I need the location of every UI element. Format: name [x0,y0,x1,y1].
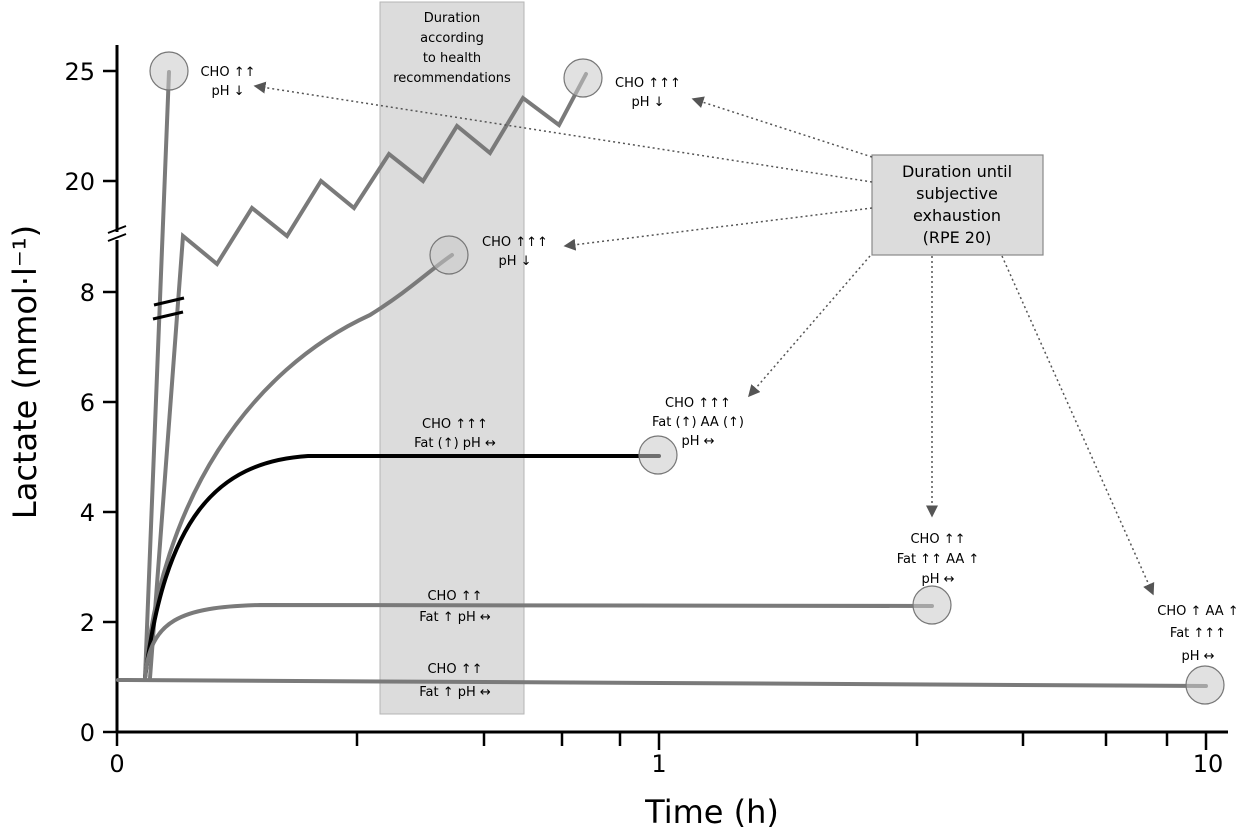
series-line-1 [116,678,1208,688]
annotations: CHO ↑↑ pH ↓ CHO ↑↑↑ pH ↓ CHO ↑↑↑ pH ↓ CH… [200,65,1238,700]
recommendation-region: Duration according to health recommendat… [379,1,525,715]
y-tick-label-25: 25 [64,58,95,86]
x-axis-label: Time (h) [644,793,779,831]
shade-label-line-4: recommendations [393,71,511,86]
y-axis-break-mark-1 [107,225,127,234]
y-tick-labels: 0 2 4 6 8 20 25 [64,58,95,747]
arrow-to-8 [563,207,873,251]
series-line-zigzag [148,72,588,680]
end-circle-zigzag [563,58,603,98]
annotation-1-end-line-3: pH ↔ [1181,649,1214,664]
callout-line-3: exhaustion [913,206,1001,225]
callout-line-1: Duration until [902,162,1012,181]
curve-break-mark-2 [152,310,184,321]
curve-break-marks [152,296,185,321]
y-tick-label-0: 0 [80,719,95,747]
series-line-8 [143,253,454,680]
y-tick-label-2: 2 [80,609,95,637]
axes [107,45,1228,734]
series-lines [116,70,1208,688]
end-circle-5 [638,435,678,475]
annotation-2-3-end-line-1: CHO ↑↑ [910,532,965,547]
end-circle-1 [1185,665,1225,705]
y-ticks [103,69,117,734]
series-line-2-3 [143,602,934,680]
y-tick-label-8: 8 [80,279,95,307]
x-tick-labels: 0 1 10 [109,750,1223,778]
callout-line-2: subjective [916,184,998,203]
x-tick-label-0: 0 [109,750,124,778]
y-tick-label-6: 6 [80,389,95,417]
annotation-zigzag-line-1: CHO ↑↑↑ [615,76,681,91]
x-tick-label-10: 10 [1193,750,1224,778]
annotation-2-3-end-line-3: pH ↔ [921,572,954,587]
x-tick-label-1: 1 [651,750,666,778]
annotation-25-line-2: pH ↓ [211,84,244,99]
callout-arrows [253,81,1155,596]
x-ticks [115,732,1208,750]
annotation-5-end-line-2: Fat (↑) AA (↑) [652,415,744,430]
annotation-5-end-line-1: CHO ↑↑↑ [665,396,731,411]
curve-break-mark-1 [153,296,185,307]
y-axis-break-mark-2 [107,233,127,242]
annotation-zigzag-line-2: pH ↓ [631,95,664,110]
annotation-5-line-1: CHO ↑↑↑ [422,417,488,432]
annotation-5-end-line-3: pH ↔ [681,434,714,449]
shade-label-line-2: according [420,31,484,46]
shade-label-line-1: Duration [424,11,480,26]
end-circle-8 [429,235,469,275]
series-line-25 [143,70,171,680]
annotation-5-line-2: Fat (↑) pH ↔ [414,436,496,451]
end-circles [149,51,1225,705]
shade-label-line-3: to health [423,51,481,66]
annotation-2-3-end-line-2: Fat ↑↑ AA ↑ [897,552,980,567]
annotation-1-line-1: CHO ↑↑ [427,662,482,677]
arrow-to-zigzag [691,96,873,158]
annotation-2-3-line-2: Fat ↑ pH ↔ [419,610,491,625]
annotation-25-line-1: CHO ↑↑ [200,65,255,80]
annotation-1-end-line-2: Fat ↑↑↑ [1170,626,1226,641]
end-circle-25 [149,51,189,91]
y-tick-label-4: 4 [80,499,95,527]
annotation-8-line-1: CHO ↑↑↑ [482,235,548,250]
annotation-1-line-2: Fat ↑ pH ↔ [419,685,491,700]
annotation-8-line-2: pH ↓ [498,254,531,269]
arrow-to-5 [748,255,871,398]
end-circle-2-3 [912,585,952,625]
annotation-1-end-line-1: CHO ↑ AA ↑ [1157,604,1238,619]
y-axis-label: Lactate (mmol·l⁻¹) [6,225,44,519]
arrow-to-1 [1001,255,1155,596]
series-line-5 [143,454,661,680]
y-tick-label-20: 20 [64,168,95,196]
exhaustion-callout: Duration until subjective exhaustion (RP… [871,154,1044,256]
annotation-2-3-line-1: CHO ↑↑ [427,589,482,604]
callout-line-4: (RPE 20) [923,228,992,247]
arrow-to-25 [253,81,873,183]
